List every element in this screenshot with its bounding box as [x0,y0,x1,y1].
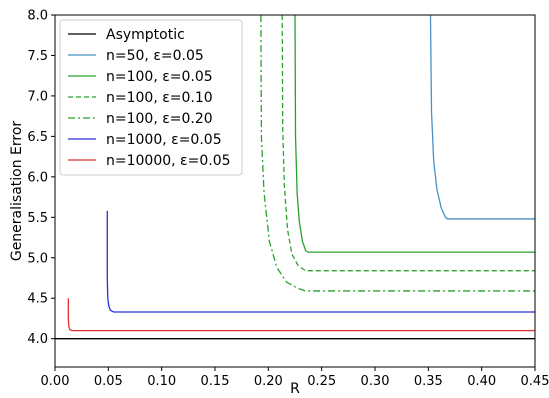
x-axis: 0.00 0.05 0.10 0.15 0.20 0.25 0.30 0.35 0.40 0.45 [41,367,549,389]
series-line-2 [294,15,535,253]
legend-entry: n=10000, ε=0.05 [106,153,231,169]
legend-entry: n=1000, ε=0.05 [106,132,222,148]
x-tick-label: 0.40 [467,374,496,389]
series-line-3 [281,15,535,272]
y-tick-label: 5.5 [27,211,48,226]
y-tick-label: 4.5 [27,292,48,307]
series-line-1 [429,15,535,220]
x-tick-label: 0.00 [41,374,70,389]
legend-entry: n=50, ε=0.05 [106,48,204,64]
y-tick-label: 6.0 [27,170,48,185]
legend-entry: Asymptotic [106,27,185,43]
x-tick-label: 0.10 [147,374,176,389]
y-tick-label: 5.0 [27,251,48,266]
series-line-4 [260,15,535,292]
legend-entry: n=100, ε=0.10 [106,90,213,106]
x-tick-label: 0.45 [521,374,549,389]
x-tick-label: 0.25 [307,374,336,389]
series-line-6 [67,298,535,332]
legend-box [59,19,243,176]
y-tick-label: 7.0 [27,89,48,104]
legend-entry: n=100, ε=0.20 [106,111,213,127]
x-tick-label: 0.30 [361,374,390,389]
y-tick-label: 8.0 [27,9,48,24]
y-axis-label: Generalisation Error [9,121,25,262]
y-tick-label: 7.5 [27,49,48,64]
legend: Asymptotic n=50, ε=0.05 n=100, ε=0.05 n=100… [59,19,243,176]
x-tick-label: 0.20 [254,374,283,389]
y-tick-label: 4.0 [27,332,48,347]
plot-lines [55,15,535,340]
legend-entry: n=100, ε=0.05 [106,69,213,85]
x-tick-label: 0.15 [201,374,230,389]
series-line-5 [106,210,535,313]
x-axis-label: R [290,381,300,397]
x-tick-label: 0.35 [414,374,443,389]
y-tick-label: 6.5 [27,130,48,145]
x-tick-label: 0.05 [94,374,123,389]
y-axis: 4.0 4.5 5.0 5.5 6.0 6.5 7.0 7.5 8.0 [27,9,55,347]
plot-frame [54,14,536,368]
